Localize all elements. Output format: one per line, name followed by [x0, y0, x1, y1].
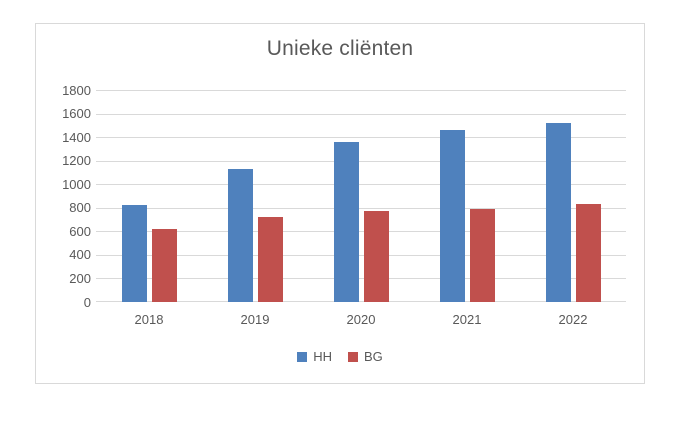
plot-area: [96, 90, 626, 302]
bar-hh-2022: [545, 122, 571, 302]
gridline-0: [96, 301, 626, 302]
gridline-1800: [96, 90, 626, 91]
x-axis-label-2018: 2018: [134, 312, 164, 327]
legend-swatch-bg: [347, 351, 358, 362]
y-axis-label-1400: 1400: [62, 129, 91, 145]
gridline-800: [96, 207, 626, 209]
y-axis-label-1600: 1600: [62, 106, 91, 122]
chart-frame: Unieke cliënten 0 200 400 600 800 1000 1200 140…: [35, 23, 645, 384]
legend-label-bg: BG: [363, 349, 383, 364]
x-axis-label-2019: 2019: [240, 312, 270, 327]
legend: HH BG: [36, 349, 644, 364]
x-axis-labels: 2018 2019 2020 2021 2022: [96, 312, 626, 330]
y-axis-label-400: 400: [69, 247, 91, 263]
bar-bg-2020: [363, 211, 389, 302]
y-axis-label-1000: 1000: [62, 176, 91, 192]
chart-title: Unieke cliënten: [266, 37, 414, 60]
y-axis-labels: 0 200 400 600 800 1000 1200 1400 1600 1800: [41, 83, 91, 310]
bar-hh-2018: [121, 205, 147, 302]
bar-hh-2021: [439, 130, 465, 302]
x-axis-label-2020: 2020: [346, 312, 376, 327]
gridline-1200: [96, 160, 626, 162]
gridline-400: [96, 254, 626, 256]
legend-item-hh: HH: [297, 349, 332, 364]
x-axis-label-2022: 2022: [558, 312, 588, 327]
gridline-1000: [96, 184, 626, 186]
gridline-600: [96, 231, 626, 233]
bar-bg-2021: [469, 208, 495, 302]
legend-swatch-hh: [297, 351, 308, 362]
y-axis-label-800: 800: [69, 200, 91, 216]
bar-bg-2018: [151, 228, 177, 302]
y-axis-label-1800: 1800: [62, 82, 91, 98]
y-axis-label-200: 200: [69, 270, 91, 286]
legend-item-bg: BG: [347, 349, 383, 364]
gridline-200: [96, 278, 626, 280]
y-axis-label-1200: 1200: [62, 153, 91, 169]
bar-bg-2022: [575, 204, 601, 302]
gridline-1600: [96, 113, 626, 115]
bar-hh-2019: [227, 168, 253, 302]
legend-label-hh: HH: [313, 349, 332, 364]
gridline-1400: [96, 137, 626, 139]
y-axis-label-600: 600: [69, 223, 91, 239]
x-axis-label-2021: 2021: [452, 312, 482, 327]
bar-bg-2019: [257, 217, 283, 302]
bar-hh-2020: [333, 141, 359, 302]
y-axis-label-0: 0: [83, 294, 91, 310]
